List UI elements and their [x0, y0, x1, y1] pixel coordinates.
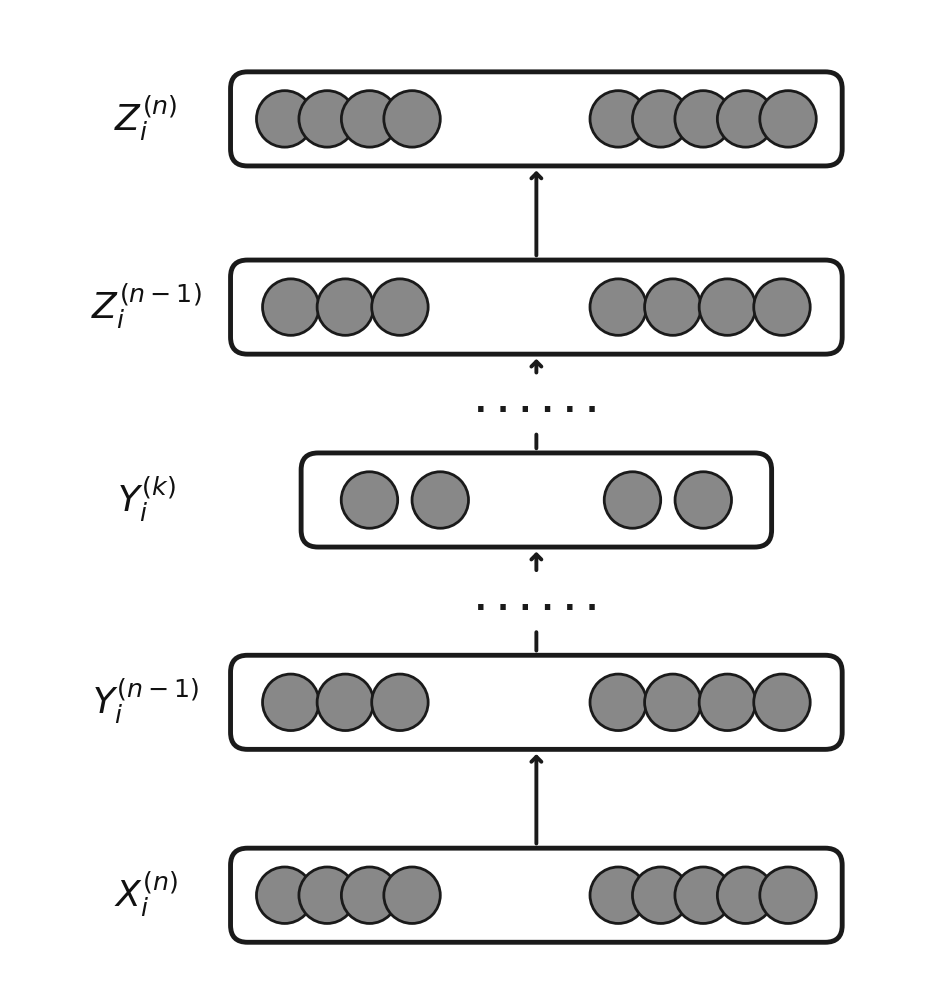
FancyBboxPatch shape: [231, 848, 842, 942]
Circle shape: [263, 279, 319, 335]
Text: $Z_i^{(n-1)}$: $Z_i^{(n-1)}$: [90, 282, 201, 332]
Circle shape: [372, 674, 428, 731]
Circle shape: [590, 279, 646, 335]
Circle shape: [384, 91, 440, 147]
Circle shape: [342, 867, 398, 923]
FancyBboxPatch shape: [231, 72, 842, 166]
Circle shape: [590, 674, 646, 731]
Circle shape: [675, 91, 731, 147]
Circle shape: [299, 867, 356, 923]
Text: $Y_i^{(n-1)}$: $Y_i^{(n-1)}$: [92, 677, 199, 727]
Circle shape: [717, 867, 774, 923]
Circle shape: [257, 867, 313, 923]
Circle shape: [632, 867, 689, 923]
Circle shape: [699, 279, 756, 335]
FancyBboxPatch shape: [231, 260, 842, 354]
Circle shape: [342, 472, 398, 528]
Text: $Y_i^{(k)}$: $Y_i^{(k)}$: [117, 475, 175, 525]
Circle shape: [759, 867, 816, 923]
Circle shape: [645, 279, 701, 335]
Circle shape: [675, 867, 731, 923]
Circle shape: [590, 867, 646, 923]
Circle shape: [645, 674, 701, 731]
Circle shape: [412, 472, 469, 528]
Text: $X_i^{(n)}$: $X_i^{(n)}$: [114, 870, 178, 920]
Circle shape: [384, 867, 440, 923]
Circle shape: [263, 674, 319, 731]
Text: . . . . . .: . . . . . .: [475, 389, 598, 418]
Circle shape: [317, 674, 374, 731]
Circle shape: [299, 91, 356, 147]
Circle shape: [590, 91, 646, 147]
Circle shape: [717, 91, 774, 147]
Circle shape: [257, 91, 313, 147]
Circle shape: [754, 279, 810, 335]
Circle shape: [632, 91, 689, 147]
Circle shape: [759, 91, 816, 147]
Circle shape: [342, 91, 398, 147]
FancyBboxPatch shape: [301, 453, 772, 547]
Circle shape: [675, 472, 731, 528]
Circle shape: [372, 279, 428, 335]
FancyBboxPatch shape: [231, 655, 842, 749]
Circle shape: [604, 472, 661, 528]
Circle shape: [754, 674, 810, 731]
Circle shape: [699, 674, 756, 731]
Text: $Z_i^{(n)}$: $Z_i^{(n)}$: [114, 94, 178, 144]
Text: . . . . . .: . . . . . .: [475, 587, 598, 616]
Circle shape: [317, 279, 374, 335]
